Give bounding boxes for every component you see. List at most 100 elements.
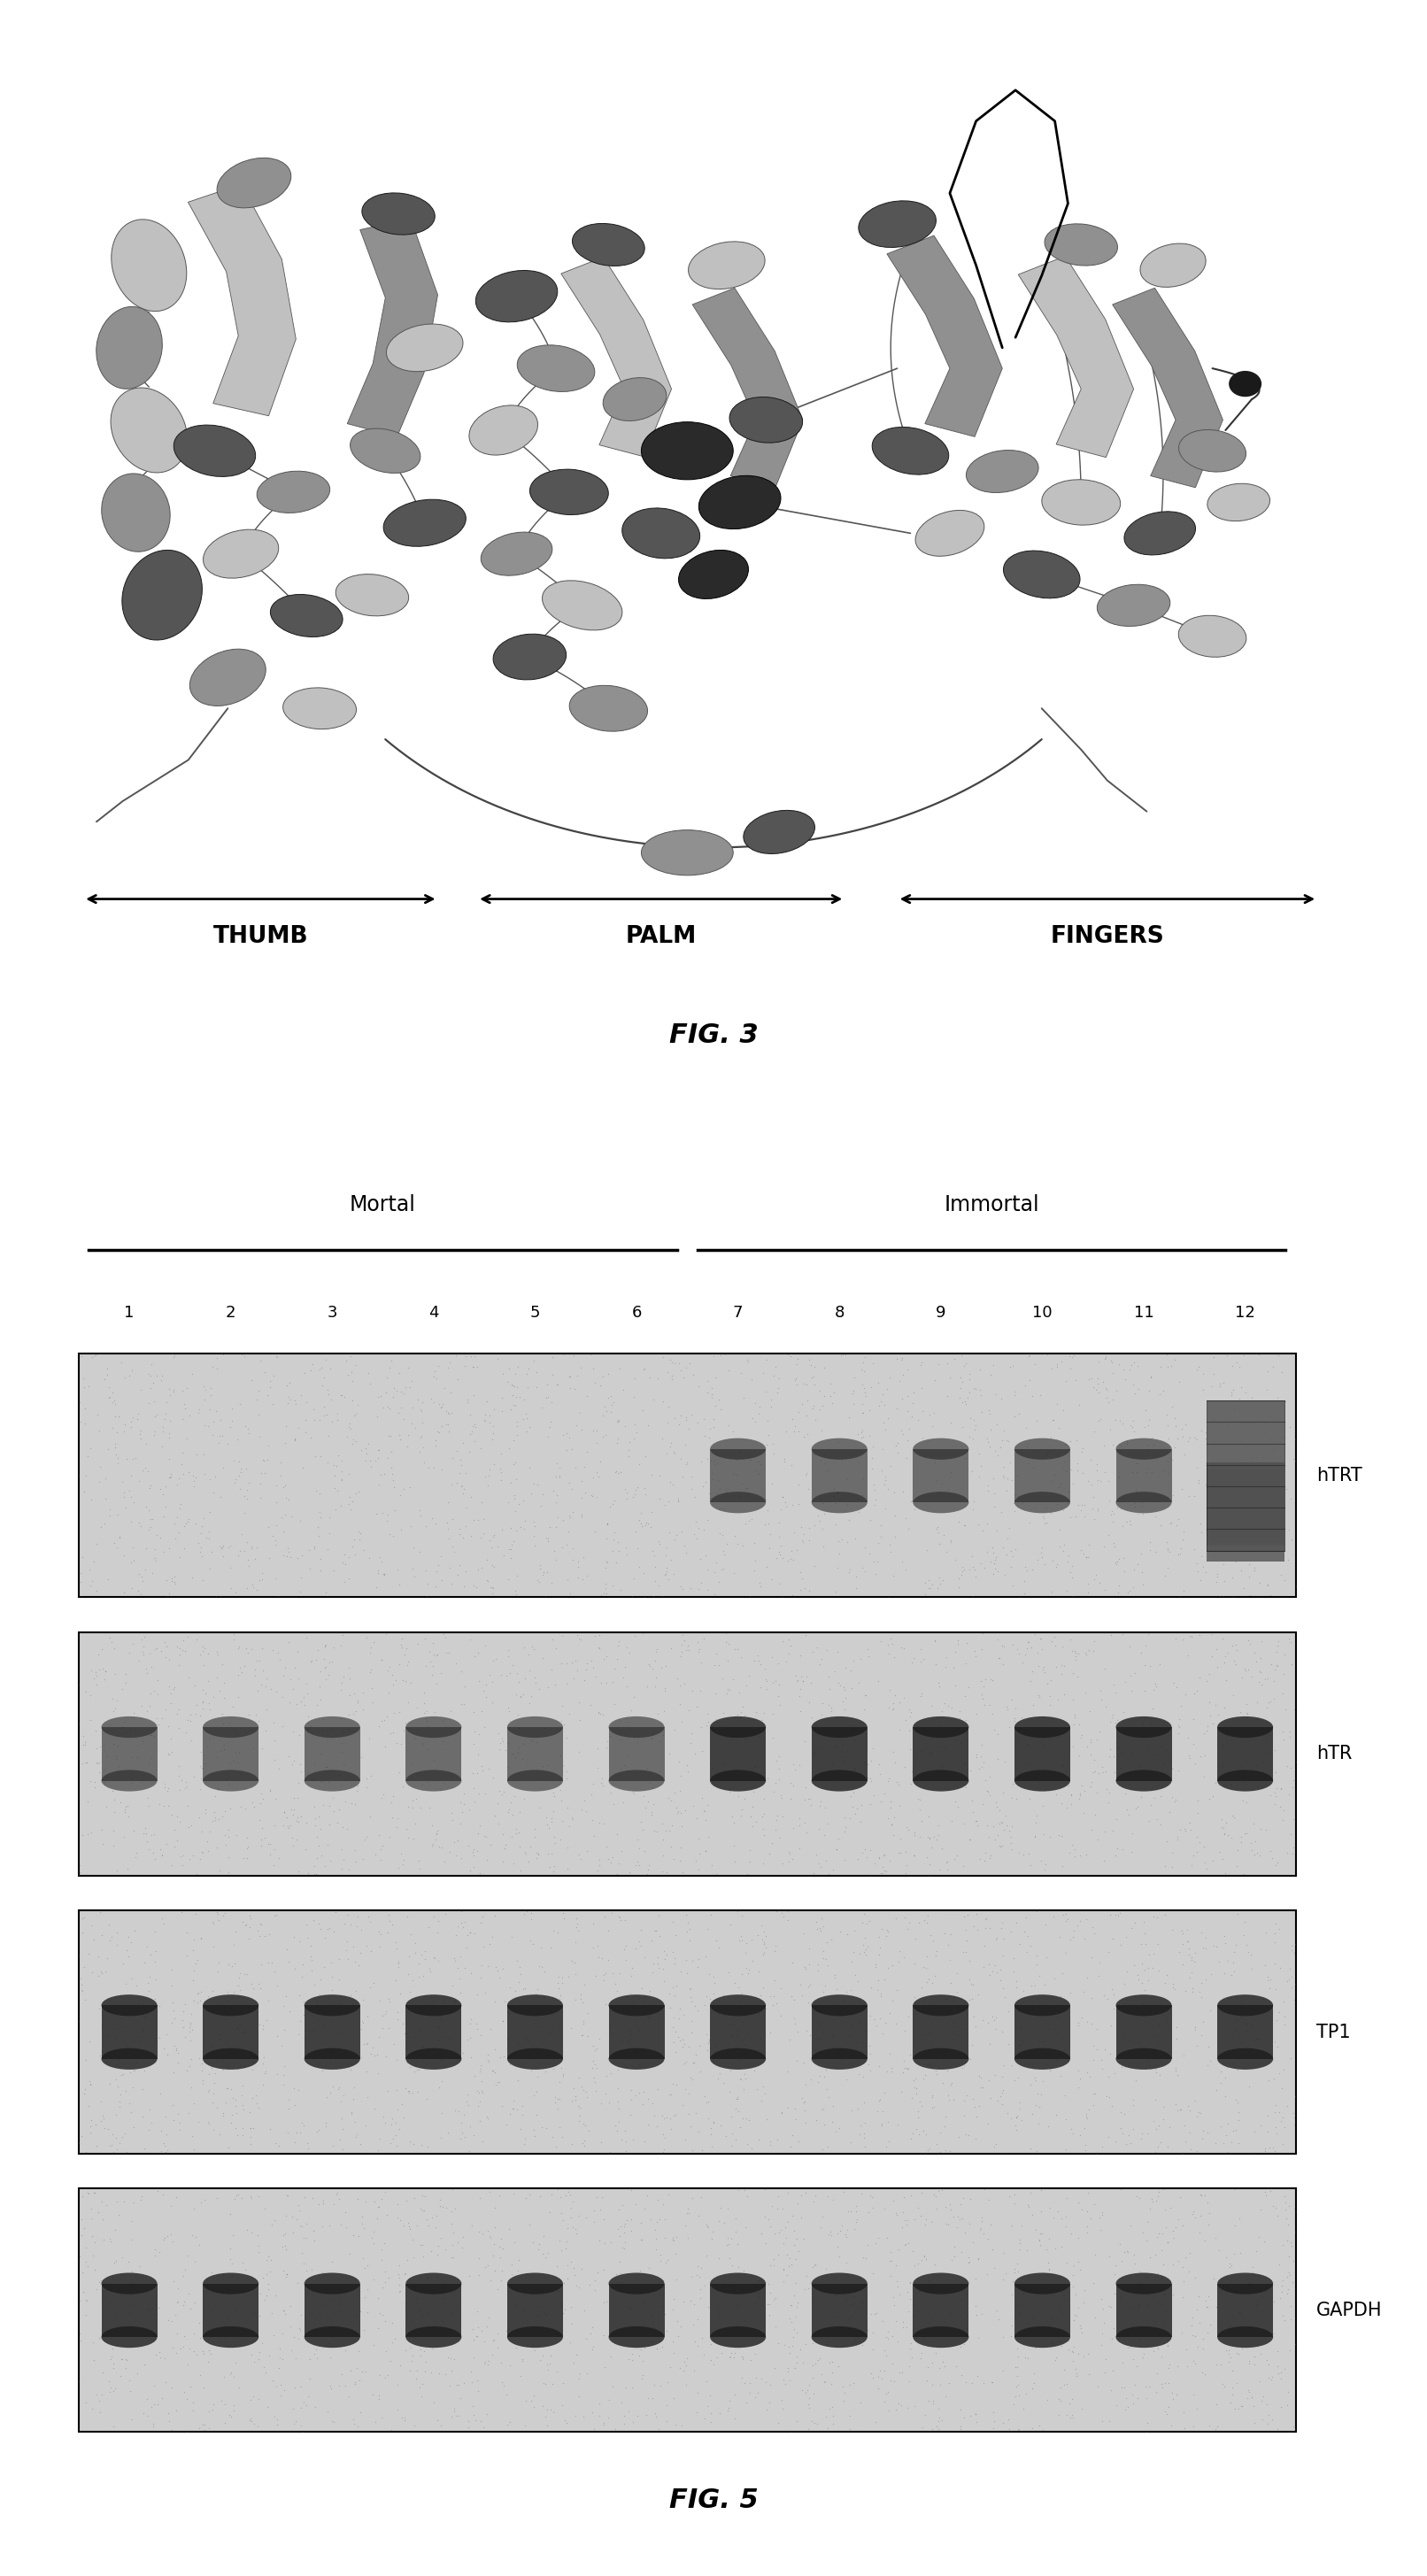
- Point: [314, 1625, 337, 1667]
- Point: [1249, 1651, 1271, 1692]
- Point: [1060, 1631, 1083, 1672]
- Point: [1042, 1713, 1065, 1754]
- Point: [303, 2009, 325, 2050]
- Ellipse shape: [1217, 1716, 1273, 1739]
- Point: [542, 1816, 565, 1857]
- Point: [420, 1950, 442, 1991]
- Point: [658, 1512, 681, 1553]
- Point: [801, 2035, 823, 2076]
- Point: [123, 1909, 146, 1950]
- Point: [1251, 1978, 1274, 2020]
- Point: [74, 1455, 97, 1497]
- Point: [1069, 2308, 1092, 2349]
- Point: [398, 2032, 421, 2074]
- Point: [993, 2045, 1016, 2087]
- Point: [394, 2282, 417, 2324]
- Point: [183, 2128, 205, 2169]
- Point: [332, 2074, 355, 2115]
- Point: [160, 1672, 183, 1713]
- Point: [605, 2254, 628, 2295]
- Point: [606, 1625, 629, 1667]
- Point: [1233, 1814, 1256, 1855]
- Point: [545, 1481, 568, 1522]
- Point: [970, 1391, 993, 1432]
- Point: [377, 1437, 400, 1479]
- Point: [173, 1613, 195, 1654]
- Point: [535, 2388, 558, 2429]
- Point: [106, 1911, 128, 1953]
- Point: [417, 1705, 440, 1747]
- Point: [772, 2249, 795, 2290]
- Point: [896, 2388, 919, 2429]
- Point: [330, 1484, 352, 1525]
- Point: [140, 1716, 163, 1757]
- Point: [342, 1783, 365, 1824]
- Point: [1137, 2367, 1160, 2409]
- Point: [271, 1677, 294, 1718]
- Point: [440, 1373, 462, 1414]
- Point: [278, 1991, 301, 2032]
- Point: [211, 1703, 234, 1744]
- Point: [151, 1406, 174, 1448]
- Point: [187, 2038, 210, 2079]
- Point: [1077, 1631, 1100, 1672]
- Point: [1140, 1785, 1163, 1826]
- Point: [779, 1625, 802, 1667]
- Point: [387, 1548, 410, 1589]
- Point: [1003, 2347, 1026, 2388]
- Point: [295, 2385, 318, 2427]
- Point: [749, 1904, 772, 1945]
- Point: [173, 2282, 195, 2324]
- Point: [417, 2306, 440, 2347]
- Point: [94, 2184, 117, 2226]
- Point: [596, 1504, 619, 1546]
- Point: [1046, 1680, 1069, 1721]
- Point: [716, 1641, 739, 1682]
- Point: [946, 1620, 969, 1662]
- Point: [1249, 1651, 1271, 1692]
- Point: [765, 1891, 788, 1932]
- Point: [462, 2056, 485, 2097]
- Point: [1234, 2009, 1257, 2050]
- Point: [251, 2063, 274, 2105]
- Point: [1186, 1350, 1209, 1391]
- Point: [472, 2406, 495, 2447]
- Point: [1223, 1399, 1246, 1440]
- Point: [161, 2367, 184, 2409]
- Point: [939, 1401, 962, 1443]
- Point: [636, 1404, 659, 1445]
- Point: [491, 1721, 514, 1762]
- Point: [1102, 1425, 1124, 1466]
- Point: [1243, 2110, 1266, 2151]
- Point: [1186, 1832, 1209, 1873]
- Point: [798, 1929, 821, 1971]
- Point: [1029, 2223, 1052, 2264]
- Point: [484, 1981, 507, 2022]
- Point: [1127, 2308, 1150, 2349]
- Point: [1243, 2403, 1266, 2445]
- Point: [197, 2069, 220, 2110]
- Point: [688, 1834, 711, 1875]
- Point: [950, 2280, 973, 2321]
- Point: [1174, 1811, 1197, 1852]
- Point: [273, 1654, 295, 1695]
- Point: [705, 1386, 728, 1427]
- Point: [649, 1646, 672, 1687]
- Point: [338, 1404, 361, 1445]
- Point: [885, 2192, 908, 2233]
- Point: [425, 2020, 448, 2061]
- Point: [271, 2053, 294, 2094]
- Point: [277, 1530, 300, 1571]
- Point: [1276, 1960, 1299, 2002]
- Point: [763, 1960, 786, 2002]
- Point: [802, 1731, 825, 1772]
- Point: [920, 1685, 943, 1726]
- Point: [330, 1669, 352, 1710]
- Point: [133, 2007, 156, 2048]
- Point: [1019, 1659, 1042, 1700]
- Point: [699, 1409, 722, 1450]
- Point: [915, 2311, 938, 2352]
- Point: [205, 1337, 228, 1378]
- Point: [1186, 1543, 1209, 1584]
- Point: [134, 1806, 157, 1847]
